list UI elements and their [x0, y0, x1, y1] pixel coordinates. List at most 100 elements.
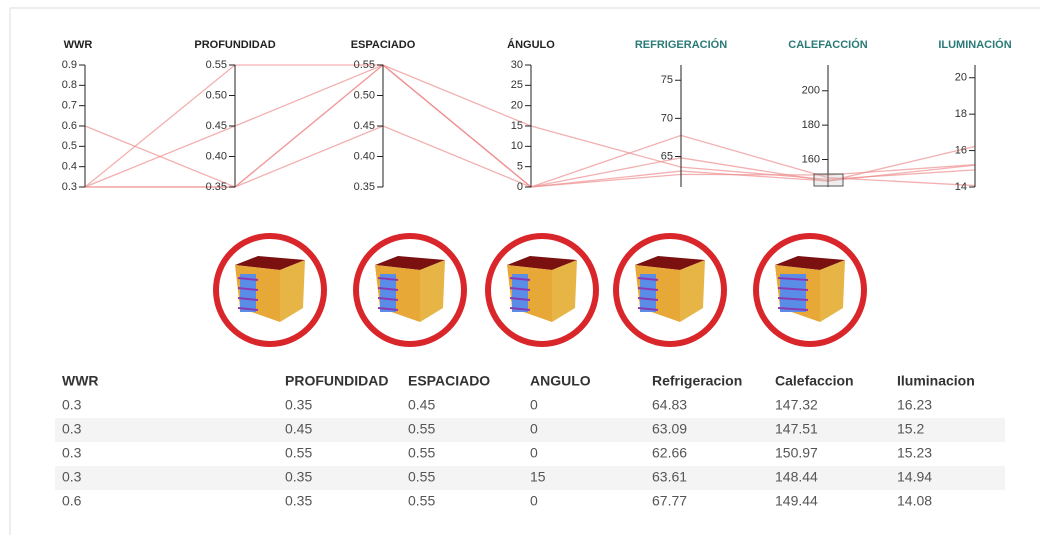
shade: [777, 307, 809, 311]
table-cell: 150.97: [775, 445, 818, 461]
table-cell: 0.55: [408, 469, 435, 485]
side: [280, 260, 305, 322]
tick-label: 75: [661, 74, 673, 86]
table-header: ANGULO: [530, 373, 591, 389]
table-cell: 147.51: [775, 421, 818, 437]
parallel-chart: WWR 0.3 0.4 0.5 0.6 0.7 0.8 0.9 PROFUNDIDAD 0.35 0…: [62, 38, 1012, 193]
tick-label: 0: [517, 181, 523, 193]
table-cell: 0.3: [62, 397, 82, 413]
shade: [237, 307, 259, 311]
window: [512, 274, 528, 312]
brush[interactable]: [813, 173, 844, 187]
tick-label: 0.55: [206, 59, 227, 71]
shade: [637, 287, 659, 291]
shade: [237, 297, 259, 301]
shade: [237, 287, 259, 291]
tick-label: 0.8: [62, 79, 77, 91]
table-cell: 148.44: [775, 469, 818, 485]
side: [680, 260, 705, 322]
tick-label: 0.4: [62, 161, 77, 173]
tick-label: 0.40: [206, 150, 227, 162]
shade: [777, 287, 809, 291]
table-cell: 16.23: [897, 397, 932, 413]
table-cell: 64.83: [652, 397, 687, 413]
tick-label: 16: [955, 144, 967, 156]
side: [552, 260, 577, 322]
building-icons: [213, 233, 867, 347]
table-cell: 0.55: [408, 445, 435, 461]
axis-title: ESPACIADO: [351, 39, 416, 51]
table-cell: 0.45: [285, 421, 312, 437]
table-header: Refrigeracion: [652, 373, 742, 389]
table-cell: 15.23: [897, 445, 932, 461]
table-cell: 63.61: [652, 469, 687, 485]
shade: [509, 287, 531, 291]
table-cell: 15.2: [897, 421, 924, 437]
shade: [509, 307, 531, 311]
table-cell: 0.35: [285, 469, 312, 485]
shade: [377, 297, 399, 301]
roof: [507, 256, 577, 270]
table-cell: 0.45: [408, 397, 435, 413]
tick-label: 70: [661, 112, 673, 124]
axis-title: PROFUNDIDAD: [194, 39, 275, 51]
roof: [775, 256, 845, 270]
shade: [237, 277, 259, 281]
shade: [637, 277, 659, 281]
tick-label: 0.35: [206, 181, 227, 193]
tick-label: 5: [517, 161, 523, 173]
axis-title: ILUMINACIÓN: [938, 38, 1011, 51]
tick-label: 0.55: [354, 59, 375, 71]
table-cell: 0.35: [285, 493, 312, 509]
table-cell: 0: [530, 397, 538, 413]
tick-label: 14: [955, 181, 967, 193]
tick-label: 0.3: [62, 181, 77, 193]
table-cell: 0: [530, 421, 538, 437]
table-cell: 0.55: [408, 421, 435, 437]
tick-label: 180: [802, 119, 820, 131]
shade: [637, 297, 659, 301]
roof: [375, 256, 445, 270]
tick-label: 0.40: [354, 150, 375, 162]
tick-label: 0.45: [206, 120, 227, 132]
table-cell: 0: [530, 493, 538, 509]
tick-label: 200: [802, 85, 820, 97]
table-cell: 0.35: [285, 397, 312, 413]
shade: [377, 277, 399, 281]
table-cell: 0.3: [62, 469, 82, 485]
side: [420, 260, 445, 322]
axis-title: ÁNGULO: [507, 38, 555, 51]
shade: [509, 297, 531, 301]
tick-label: 0.9: [62, 59, 77, 71]
table-cell: 14.08: [897, 493, 932, 509]
side: [820, 260, 845, 322]
table-header: Iluminacion: [897, 373, 975, 389]
table-cell: 15: [530, 469, 546, 485]
table-cell: 149.44: [775, 493, 818, 509]
table-cell: 0.3: [62, 421, 82, 437]
row-bg: [55, 466, 1005, 490]
table-cell: 0.55: [408, 493, 435, 509]
table: WWR PROFUNDIDAD ESPACIADO ANGULO Refrigeraci…: [55, 373, 1005, 509]
window: [380, 274, 396, 312]
table-cell: 147.32: [775, 397, 818, 413]
table-cell: 0.55: [285, 445, 312, 461]
table-cell: 62.66: [652, 445, 687, 461]
tick-label: 15: [511, 120, 523, 132]
tick-label: 0.7: [62, 100, 77, 112]
table-cell: 0: [530, 445, 538, 461]
roof: [635, 256, 705, 270]
tick-label: 25: [511, 79, 523, 91]
axis-title: REFRIGERACIÓN: [635, 38, 727, 51]
tick-label: 10: [511, 140, 523, 152]
roof: [235, 256, 305, 270]
tick-label: 0.45: [354, 120, 375, 132]
row-bg: [55, 418, 1005, 442]
table-cell: 14.94: [897, 469, 932, 485]
tick-label: 30: [511, 59, 523, 71]
tick-label: 0.50: [206, 89, 227, 101]
tick-label: 160: [802, 153, 820, 165]
table-cell: 63.09: [652, 421, 687, 437]
tick-label: 65: [661, 150, 673, 162]
